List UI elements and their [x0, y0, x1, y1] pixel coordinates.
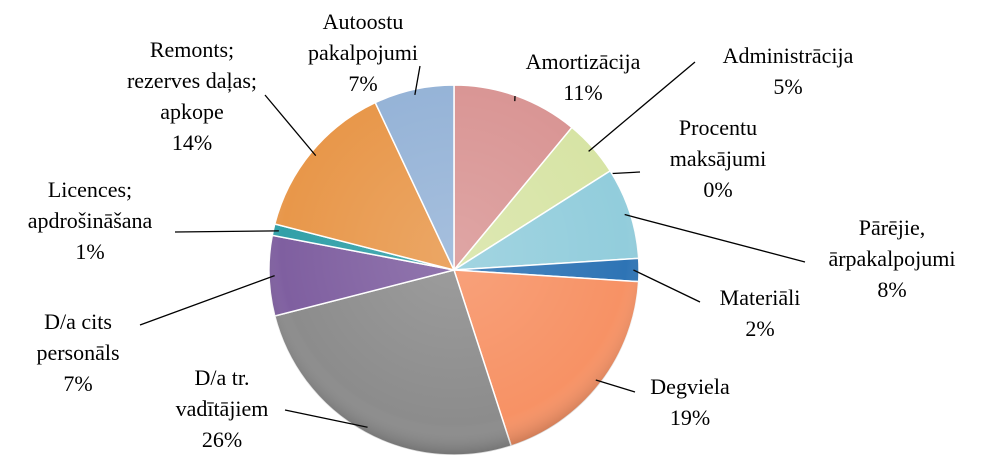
- value-label: 8%: [877, 277, 907, 302]
- value-label: 0%: [703, 177, 733, 202]
- slice-label: Licences; apdrošināšana 1%: [8, 174, 173, 267]
- leader-line: [624, 213, 806, 263]
- category-name: Procentu maksājumi: [669, 115, 767, 171]
- category-name: Licences; apdrošināšana: [27, 177, 153, 233]
- category-name: D/a tr. vadītājiem: [175, 365, 269, 421]
- category-name: Autoostu pakalpojumi: [308, 9, 418, 65]
- value-label: 2%: [745, 316, 775, 341]
- category-name: Degviela: [650, 374, 730, 399]
- value-label: 7%: [348, 71, 378, 96]
- slice-label: Pārējie, ārpakalpojumi 8%: [812, 212, 972, 305]
- category-name: Administrācija: [722, 43, 854, 68]
- value-label: 7%: [63, 371, 93, 396]
- leader-line: [139, 275, 275, 326]
- slice-label: Autoostu pakalpojumi 7%: [298, 6, 428, 99]
- slice-label: Degviela 19%: [630, 371, 750, 433]
- slice-label: Procentu maksājumi 0%: [653, 112, 783, 205]
- value-label: 1%: [75, 239, 105, 264]
- slice-label: Materiāli 2%: [700, 282, 820, 344]
- leader-line: [174, 230, 279, 233]
- value-label: 26%: [201, 427, 243, 452]
- value-label: 11%: [563, 80, 603, 105]
- leader-line: [264, 94, 317, 157]
- slice-label: D/a cits personāls 7%: [18, 306, 138, 399]
- value-label: 14%: [171, 130, 213, 155]
- category-name: Pārējie, ārpakalpojumi: [828, 215, 956, 271]
- category-name: D/a cits personāls: [36, 309, 120, 365]
- category-name: Amortizācija: [525, 49, 641, 74]
- value-label: 19%: [669, 405, 711, 430]
- value-label: 5%: [773, 74, 803, 99]
- slice-label: Remonts; rezerves daļas; apkope 14%: [112, 34, 272, 158]
- leader-line: [633, 269, 701, 303]
- category-name: Remonts; rezerves daļas; apkope: [126, 37, 258, 124]
- slice-label: Amortizācija 11%: [498, 46, 668, 108]
- category-name: Materiāli: [719, 285, 801, 310]
- slice-label: Administrācija 5%: [698, 40, 878, 102]
- slice-label: D/a tr. vadītājiem 26%: [157, 362, 287, 455]
